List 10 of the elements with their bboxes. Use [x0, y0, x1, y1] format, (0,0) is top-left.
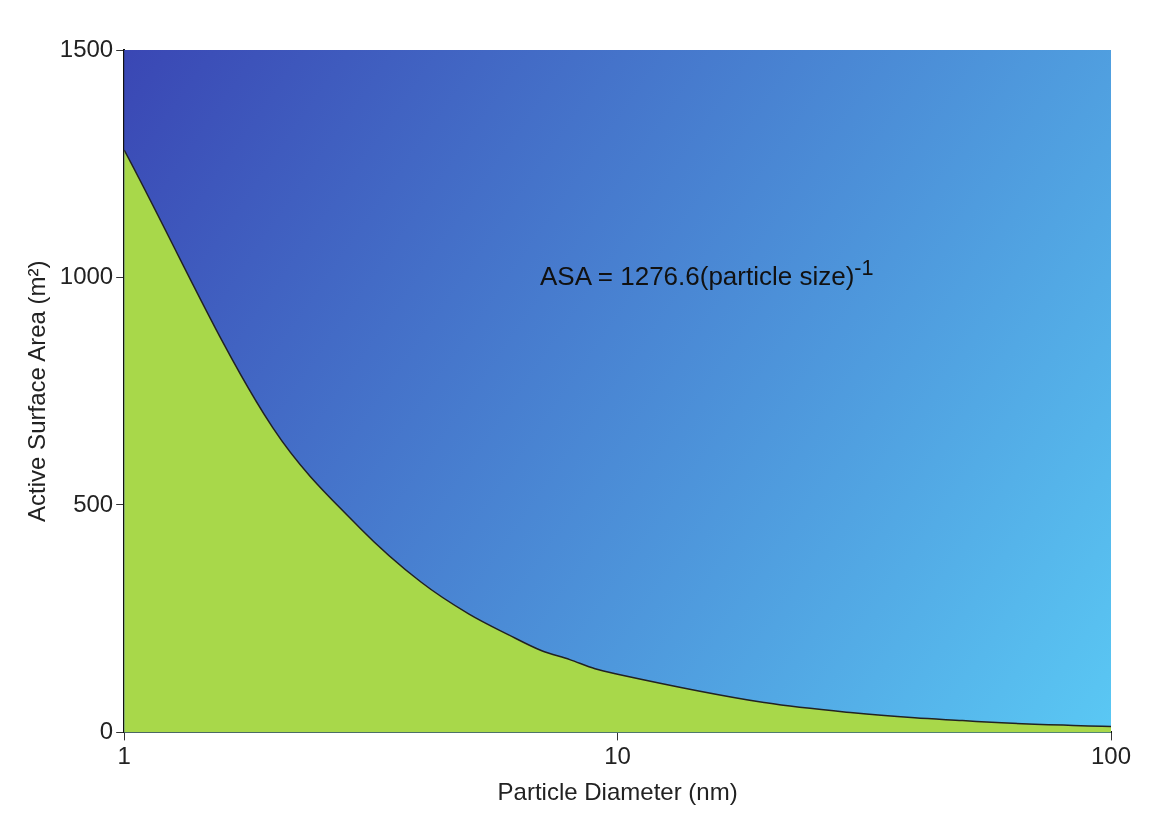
x-tick-label: 10: [604, 742, 631, 770]
annotation: ASA = 1276.6(particle size)$^{-1}$: [540, 255, 874, 292]
y-tick-label: 0: [99, 717, 114, 745]
x-tick-label: 100: [1090, 742, 1132, 770]
y-tick-label: 500: [73, 489, 114, 517]
y-tick-label: 1000: [59, 262, 114, 290]
x-tick-label: 1: [117, 742, 131, 770]
x-axis-title: Particle Diameter (nm): [497, 778, 738, 806]
y-axis-title: Active Surface Area (m²): [23, 260, 51, 522]
y-tick-label: 1500: [59, 34, 114, 62]
